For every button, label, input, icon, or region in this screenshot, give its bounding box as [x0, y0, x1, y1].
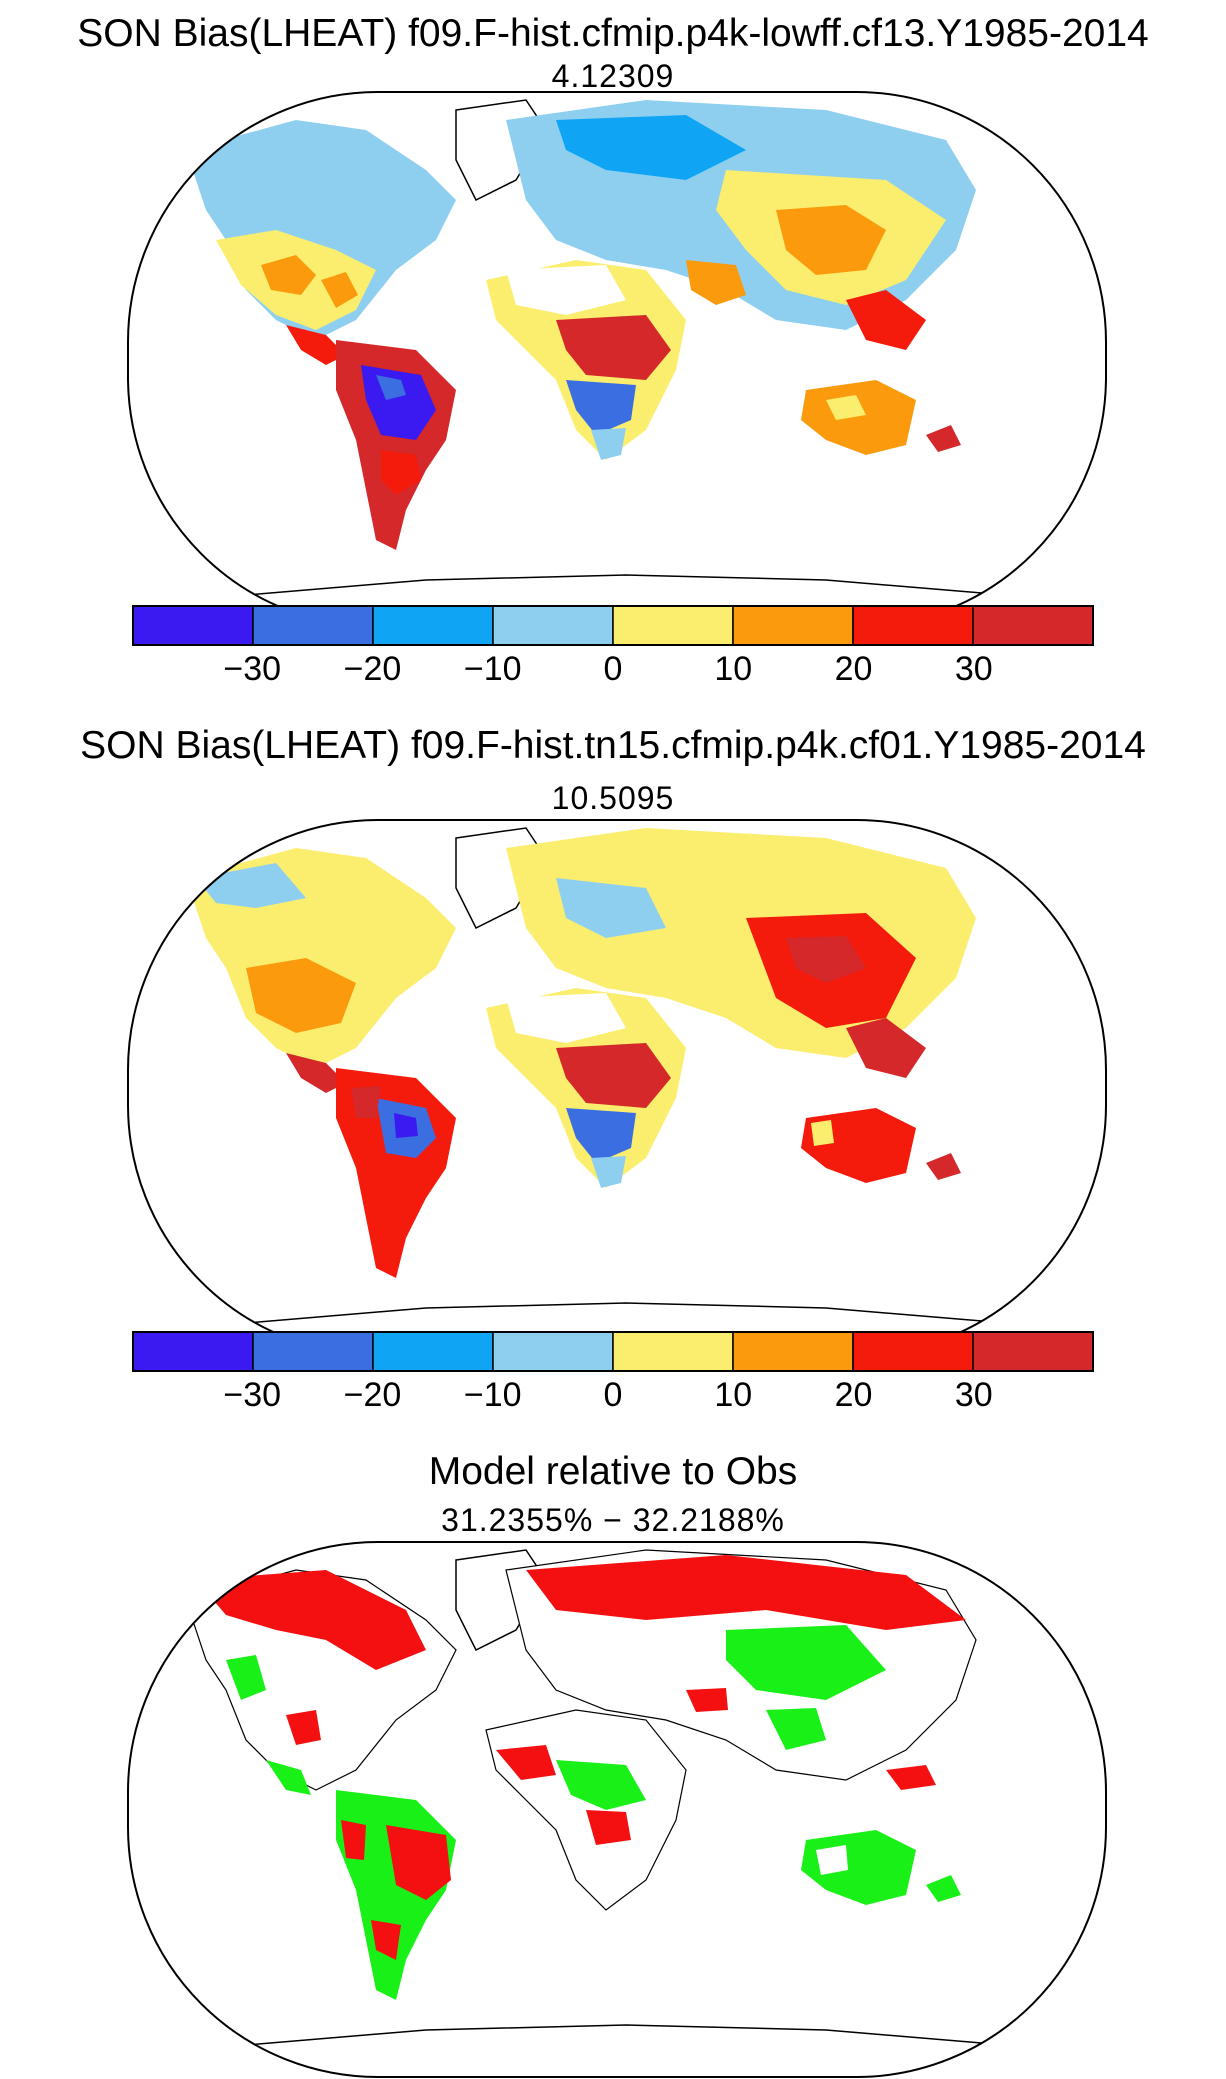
panel2-title: SON Bias(LHEAT) f09.F-hist.tn15.cfmip.p4…	[80, 724, 1146, 767]
panel2-map	[127, 819, 1107, 1356]
tick-label: −30	[223, 650, 282, 688]
colorbar-swatch	[732, 1331, 854, 1372]
colorbar-swatch	[492, 1331, 614, 1372]
panel2-colorbar-ticks: −30 −20 −10 0 10 20 30	[132, 1376, 1094, 1416]
panel1-colorbar-ticks: −30 −20 −10 0 10 20 30	[132, 650, 1094, 690]
australia	[801, 380, 916, 455]
colorbar-swatch	[132, 1331, 254, 1372]
colorbar-swatch	[492, 605, 614, 646]
tick-label: −20	[343, 1376, 402, 1414]
colorbar-swatch	[852, 1331, 974, 1372]
tick-label: −20	[343, 650, 402, 688]
south-america	[336, 1790, 456, 2000]
colorbar-swatch	[732, 605, 854, 646]
panel1-colorbar	[132, 605, 1094, 646]
australia	[801, 1108, 916, 1183]
tick-label: −10	[463, 1376, 522, 1414]
tick-label: 30	[954, 650, 993, 688]
panel2-subtitle: 10.5095	[551, 780, 675, 816]
tick-label: 0	[603, 650, 623, 688]
panel2-colorbar	[132, 1331, 1094, 1372]
tick-label: 30	[954, 1376, 993, 1414]
tick-label: 20	[834, 1376, 873, 1414]
panel3-map	[127, 1541, 1107, 2078]
colorbar-swatch	[612, 1331, 734, 1372]
colorbar-swatch	[612, 605, 734, 646]
colorbar-swatch	[972, 605, 1094, 646]
panel1-map	[127, 91, 1107, 628]
colorbar-swatch	[372, 1331, 494, 1372]
colorbar-swatch	[972, 1331, 1094, 1372]
panel1-title: SON Bias(LHEAT) f09.F-hist.cfmip.p4k-low…	[77, 12, 1149, 55]
panel1-subtitle: 4.12309	[551, 58, 675, 94]
colorbar-swatch	[372, 605, 494, 646]
tick-label: 10	[714, 1376, 753, 1414]
tick-label: 20	[834, 650, 873, 688]
colorbar-swatch	[852, 605, 974, 646]
panel3-title: Model relative to Obs	[428, 1450, 798, 1493]
tick-label: −10	[463, 650, 522, 688]
colorbar-swatch	[252, 1331, 374, 1372]
colorbar-swatch	[252, 605, 374, 646]
tick-label: −30	[223, 1376, 282, 1414]
tick-label: 10	[714, 650, 753, 688]
australia	[801, 1830, 916, 1905]
panel3-subtitle: 31.2355% − 32.2188%	[441, 1502, 785, 1538]
tick-label: 0	[603, 1376, 623, 1414]
colorbar-swatch	[132, 605, 254, 646]
